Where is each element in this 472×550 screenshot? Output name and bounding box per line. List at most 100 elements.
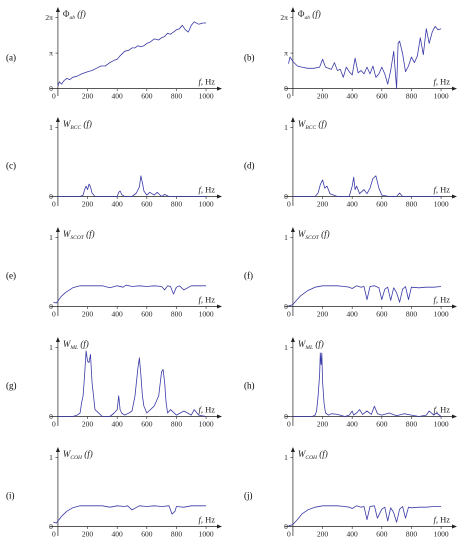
y-axis-arrow [55,227,60,232]
x-tick-label: 600 [141,309,153,318]
y-tick-label: 0 [284,412,288,421]
x-tick-label: 800 [406,199,418,208]
y-axis-arrow [290,447,295,452]
x-tick-label: 0 [52,419,56,428]
panel-label: (d) [244,160,255,170]
x-axis-arrow [217,524,222,529]
y-tick-label: 0 [49,192,53,201]
series-line [288,505,442,527]
y-tick-label: 1 [284,343,288,352]
x-axis-arrow [452,414,457,419]
x-tick-label: 800 [406,419,418,428]
x-tick-label: 600 [141,529,153,538]
series-line [57,350,207,417]
x-tick-label: 1000 [199,309,214,318]
x-tick-label: 0 [287,92,291,101]
chart-panel-g: (g) 0 200 400 600 800 1000 0 1 f, Hz WML (f) [6,337,222,428]
x-tick-label: 1000 [434,309,449,318]
series-line [53,284,207,304]
series-line [292,352,442,417]
y-axis-label: WBCC (f) [298,119,327,131]
y-axis-arrow [55,447,60,452]
x-tick-label: 200 [317,92,329,101]
x-axis-label: f, Hz [433,514,450,524]
panel-label: (j) [244,490,253,500]
x-tick-label: 600 [376,419,388,428]
x-axis-label: f, Hz [433,404,450,414]
chart-panel-b: (b) 0 200 400 600 800 1000 0 π 2π f, Hz Φab (f) [244,7,457,101]
x-tick-label: 1000 [199,92,214,101]
x-tick-label: 600 [141,419,153,428]
y-tick-label: 0 [284,522,288,531]
y-axis-label: Φab (f) [63,9,86,21]
x-axis-label: f, Hz [198,77,215,87]
y-tick-label: 0 [284,84,288,93]
y-axis-arrow [55,7,60,12]
chart-panel-j: (j) 0 200 400 600 800 1000 0 1 f, Hz WCOH (f) [244,447,457,538]
panel-label: (e) [6,270,16,280]
x-tick-label: 800 [171,529,183,538]
y-tick-label: π [49,49,53,58]
x-tick-label: 800 [406,92,418,101]
y-axis-arrow [55,117,60,122]
series-line [288,285,442,307]
x-tick-label: 0 [287,529,291,538]
x-axis-label: f, Hz [198,184,215,194]
chart-panel-d: (d) 0 200 400 600 800 1000 0 1 f, Hz WBCC (f) [244,117,457,208]
x-tick-label: 800 [406,529,418,538]
x-tick-label: 200 [317,419,329,428]
x-tick-label: 600 [376,529,388,538]
x-axis-arrow [452,304,457,309]
series-line [57,21,207,87]
x-tick-label: 200 [82,92,94,101]
x-tick-label: 200 [317,309,329,318]
x-tick-label: 0 [52,199,56,208]
x-tick-label: 200 [82,529,94,538]
series-line [53,505,207,524]
y-axis-label: WCOH (f) [298,449,328,461]
x-axis-label: f, Hz [433,77,450,87]
x-tick-label: 800 [406,309,418,318]
x-tick-label: 1000 [434,92,449,101]
y-tick-label: 1 [49,233,53,242]
x-tick-label: 0 [52,309,56,318]
x-tick-label: 400 [112,199,124,208]
y-tick-label: 1 [49,343,53,352]
x-axis-arrow [217,414,222,419]
x-tick-label: 400 [347,199,359,208]
y-tick-label: 1 [284,233,288,242]
y-axis-label: WML (f) [298,339,324,351]
x-tick-label: 400 [347,92,359,101]
x-tick-label: 400 [112,309,124,318]
x-tick-label: 0 [287,309,291,318]
y-tick-label: 1 [49,453,53,462]
y-tick-label: 0 [49,522,53,531]
panel-label: (g) [6,380,17,390]
x-axis-arrow [452,194,457,199]
chart-panel-f: (f) 0 200 400 600 800 1000 0 1 f, Hz WSCOT (f) [244,227,457,318]
chart-panel-e: (e) 0 200 400 600 800 1000 0 1 f, Hz WSCOT (f) [6,227,222,318]
x-tick-label: 200 [82,199,94,208]
chart-panel-h: (h) 0 200 400 600 800 1000 0 1 f, Hz WML (f) [244,337,457,428]
x-tick-label: 600 [376,309,388,318]
x-tick-label: 800 [171,309,183,318]
series-line [292,175,442,197]
x-tick-label: 400 [347,529,359,538]
panel-label: (b) [244,53,255,63]
panel-label: (c) [6,160,16,170]
x-axis-label: f, Hz [198,294,215,304]
y-axis-label: Φab (f) [298,9,321,21]
x-tick-label: 1000 [199,529,214,538]
panel-label: (h) [244,380,255,390]
x-tick-label: 1000 [434,419,449,428]
x-tick-label: 0 [52,529,56,538]
y-axis-label: WSCOT (f) [63,229,95,241]
x-tick-label: 600 [141,199,153,208]
x-tick-label: 600 [376,92,388,101]
x-axis-arrow [217,194,222,199]
x-tick-label: 800 [171,92,183,101]
x-axis-label: f, Hz [433,294,450,304]
x-tick-label: 400 [347,309,359,318]
y-tick-label: π [284,49,288,58]
